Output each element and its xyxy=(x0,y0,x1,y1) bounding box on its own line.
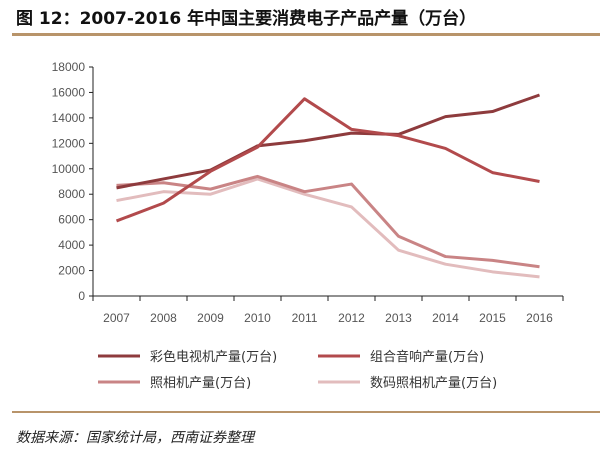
y-tick-label: 16000 xyxy=(52,85,86,99)
y-tick-label: 12000 xyxy=(52,136,86,150)
legend-label: 组合音响产量(万台) xyxy=(370,349,484,365)
x-tick-label: 2011 xyxy=(292,311,318,325)
series-line-1 xyxy=(115,97,540,223)
title-divider xyxy=(12,33,600,36)
x-tick-label: 2013 xyxy=(385,311,412,325)
y-tick-label: 10000 xyxy=(52,162,86,176)
line-chart: 0 2000 4000 6000 8000 10000 12000 14000 16000 180… xyxy=(52,60,564,391)
legend-label: 彩色电视机产量(万台) xyxy=(150,349,277,365)
y-tick-label: 4000 xyxy=(58,238,85,252)
series-line-0 xyxy=(116,93,540,190)
legend-label: 数码照相机产量(万台) xyxy=(370,376,497,391)
figure-title: 图 12：2007-2016 年中国主要消费电子产品产量（万台） xyxy=(16,9,477,29)
series-line-3 xyxy=(116,177,540,279)
x-tick-label: 2007 xyxy=(103,311,130,325)
series-line-2 xyxy=(116,174,540,269)
x-tick-label: 2010 xyxy=(244,311,271,325)
x-tick-label: 2016 xyxy=(526,311,553,325)
y-tick-label: 6000 xyxy=(58,213,85,227)
y-tick-label: 2000 xyxy=(58,264,85,278)
y-tick-label: 18000 xyxy=(52,60,86,74)
x-tick-label: 2012 xyxy=(338,311,365,325)
x-tick-label: 2009 xyxy=(197,311,224,325)
x-tick-label: 2008 xyxy=(150,311,177,325)
legend-label: 照相机产量(万台) xyxy=(150,376,251,391)
x-tick-label: 2015 xyxy=(479,311,506,325)
y-tick-label: 14000 xyxy=(52,111,86,125)
x-tick-label: 2014 xyxy=(432,311,459,325)
y-tick-label: 8000 xyxy=(58,187,85,201)
source-note: 数据来源：国家统计局，西南证券整理 xyxy=(16,430,254,446)
y-tick-label: 0 xyxy=(78,289,85,303)
footer-divider xyxy=(12,411,600,413)
